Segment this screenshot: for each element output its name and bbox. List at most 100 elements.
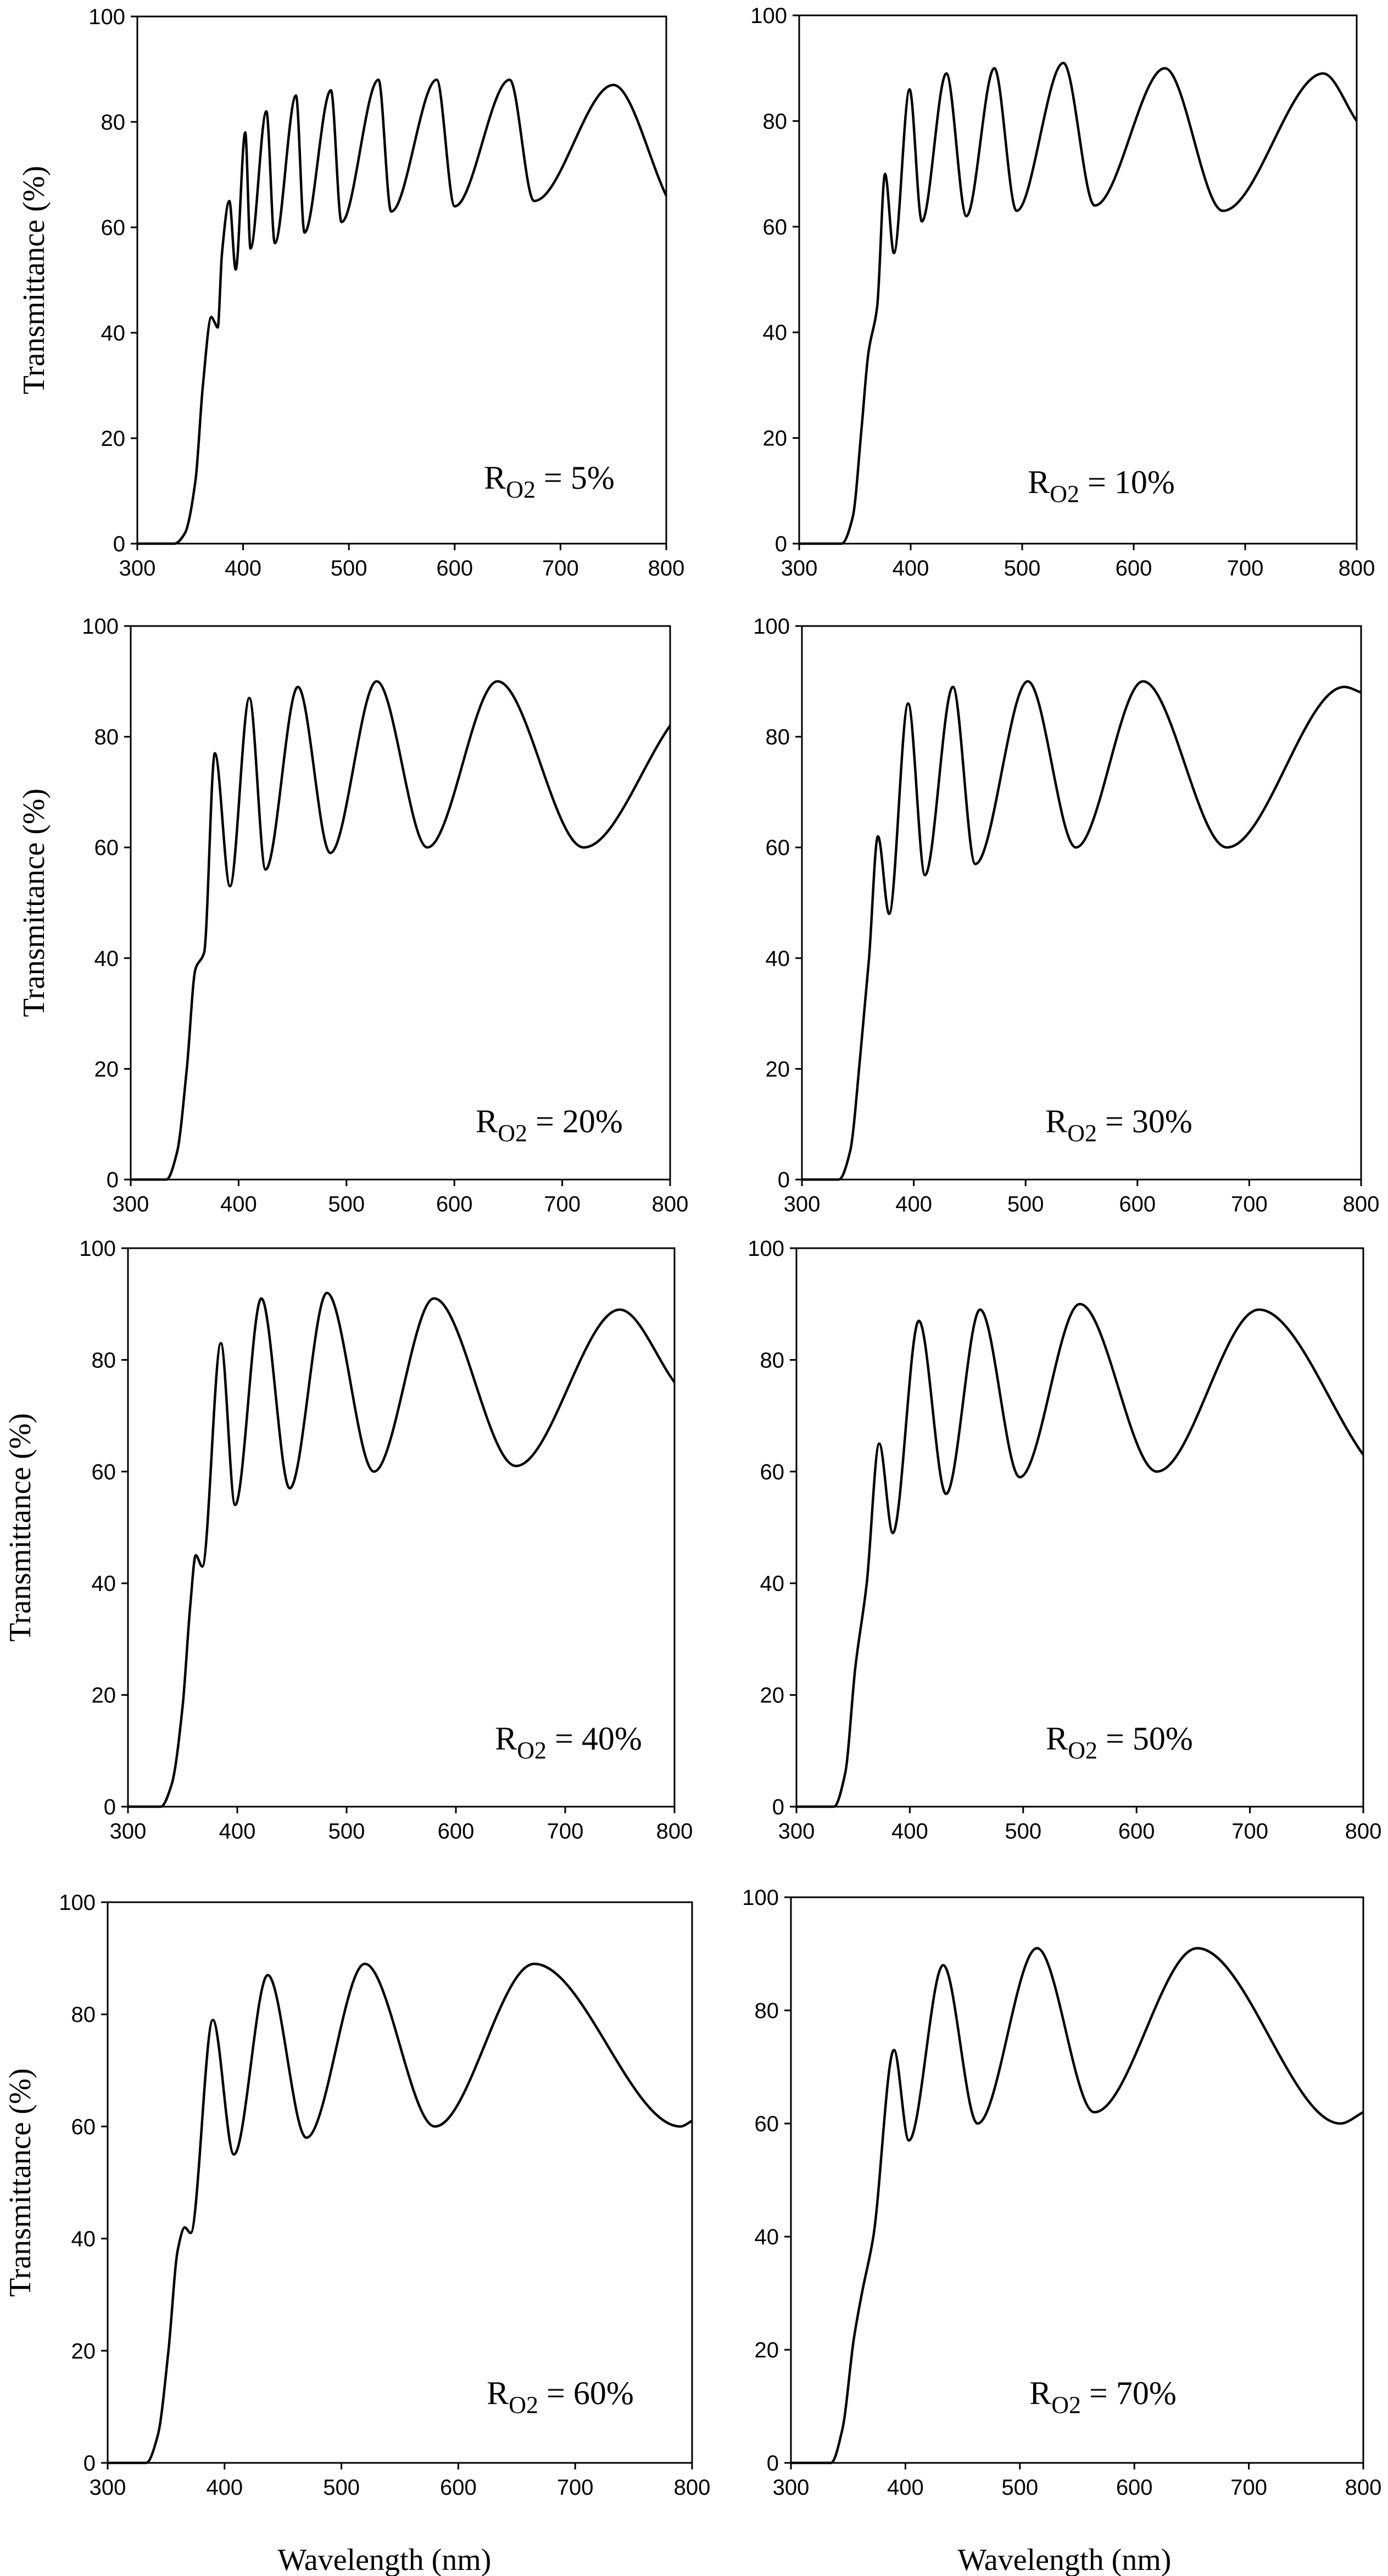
y-tick-label: 60 — [760, 1460, 785, 1484]
y-tick-label: 100 — [750, 4, 787, 28]
series-line — [802, 680, 1362, 1181]
annotation-label: RO2 = 50% — [1046, 1720, 1193, 1764]
x-tick-label: 500 — [328, 1819, 365, 1843]
y-tick-label: 80 — [766, 725, 790, 750]
series-line — [790, 1947, 1364, 2465]
x-tick-label: 400 — [893, 556, 929, 580]
y-axis-label: Transmittance (%) — [3, 1413, 37, 1641]
y-tick-label: 20 — [71, 2339, 96, 2363]
y-tick-label: 40 — [101, 321, 126, 345]
y-tick-label: 100 — [82, 614, 119, 639]
x-tick-label: 800 — [1345, 1819, 1382, 1843]
y-tick-label: 40 — [94, 947, 119, 971]
x-tick-label: 600 — [1116, 556, 1152, 580]
y-tick-label: 0 — [767, 2451, 779, 2476]
y-tick-label: 100 — [753, 614, 790, 639]
x-tick-label: 500 — [323, 2476, 360, 2500]
y-tick-label: 20 — [94, 1057, 119, 1081]
y-tick-label: 100 — [88, 5, 125, 29]
x-tick-label: 800 — [648, 556, 685, 580]
x-tick-label: 500 — [1007, 1192, 1044, 1216]
x-tick-label: 400 — [219, 1819, 256, 1843]
y-tick-label: 60 — [94, 836, 119, 860]
y-tick-label: 40 — [760, 1572, 785, 1596]
annotation-label: RO2 = 30% — [1045, 1103, 1192, 1147]
x-tick-label: 700 — [544, 1192, 581, 1216]
plot-frame — [127, 1247, 676, 1808]
plot-frame — [130, 625, 671, 1181]
y-tick-label: 0 — [83, 2451, 96, 2476]
y-tick-label: 60 — [101, 216, 126, 240]
y-axis-label: Transmittance (%) — [17, 789, 51, 1017]
plot-frame — [107, 1901, 693, 2464]
x-tick-label: 800 — [674, 2476, 711, 2500]
series-line — [137, 78, 668, 545]
y-tick-label: 80 — [92, 1348, 116, 1372]
x-tick-label: 300 — [778, 1819, 815, 1843]
y-tick-label: 0 — [113, 532, 125, 556]
y-tick-label: 20 — [92, 1684, 116, 1708]
y-tick-label: 0 — [107, 1168, 119, 1192]
y-axis-label: Transmittance (%) — [3, 2068, 37, 2296]
x-tick-label: 300 — [773, 2476, 810, 2500]
x-tick-label: 400 — [887, 2476, 924, 2500]
plot-frame — [801, 625, 1362, 1181]
x-tick-label: 700 — [1231, 1192, 1268, 1216]
series-line — [796, 1303, 1364, 1808]
y-axis-label: Transmittance (%) — [17, 166, 51, 394]
x-tick-label: 600 — [436, 1192, 473, 1216]
annotation-label: RO2 = 10% — [1028, 464, 1175, 507]
y-tick-label: 100 — [742, 1886, 779, 1910]
x-tick-label: 700 — [1231, 1819, 1268, 1843]
y-tick-label: 40 — [92, 1572, 116, 1596]
annotation-label: RO2 = 40% — [495, 1720, 642, 1764]
y-tick-label: 80 — [71, 2003, 96, 2027]
x-tick-label: 300 — [784, 1192, 821, 1216]
x-tick-label: 700 — [547, 1819, 584, 1843]
x-tick-label: 700 — [542, 556, 579, 580]
x-tick-label: 600 — [1119, 1192, 1156, 1216]
x-tick-label: 400 — [220, 1192, 257, 1216]
x-tick-label: 600 — [1118, 1819, 1155, 1843]
chart-panel-4: 300 400 500 600 700 800 0 20 40 60 80 100 RO2 = 30% — [753, 614, 1379, 1216]
x-axis-label-right: Wavelength (nm) — [958, 2543, 1172, 2576]
y-tick-label: 100 — [748, 1237, 784, 1261]
x-tick-label: 700 — [1227, 556, 1264, 580]
x-tick-label: 800 — [1345, 2476, 1382, 2500]
chart-panel-8: 300 400 500 600 700 800 0 20 40 60 80 100 RO2 = 70% — [742, 1886, 1381, 2500]
x-tick-label: 800 — [1339, 556, 1375, 580]
series-line — [799, 62, 1358, 545]
y-tick-label: 40 — [766, 947, 790, 971]
x-tick-label: 500 — [1005, 1819, 1041, 1843]
annotation-label: RO2 = 60% — [487, 2375, 634, 2418]
y-tick-label: 0 — [775, 532, 787, 556]
y-tick-label: 20 — [766, 1057, 790, 1081]
y-tick-label: 60 — [92, 1460, 116, 1484]
x-tick-label: 300 — [119, 556, 156, 580]
y-tick-label: 0 — [104, 1795, 116, 1819]
y-tick-label: 60 — [763, 215, 788, 239]
x-tick-label: 600 — [440, 2476, 477, 2500]
y-tick-label: 60 — [755, 2112, 779, 2136]
x-tick-label: 400 — [225, 556, 261, 580]
series-line — [127, 1292, 676, 1808]
x-tick-label: 500 — [331, 556, 367, 580]
annotation-label: RO2 = 70% — [1029, 2375, 1177, 2418]
x-tick-label: 700 — [557, 2476, 594, 2500]
x-tick-label: 800 — [1343, 1192, 1380, 1216]
annotation-label: RO2 = 5% — [484, 460, 615, 503]
x-tick-label: 300 — [110, 1819, 147, 1843]
x-tick-label: 500 — [328, 1192, 365, 1216]
y-tick-label: 0 — [772, 1795, 784, 1819]
x-tick-label: 600 — [1116, 2476, 1153, 2500]
plot-frame — [790, 1896, 1364, 2464]
x-tick-label: 300 — [781, 556, 818, 580]
x-tick-label: 500 — [1001, 2476, 1038, 2500]
y-tick-label: 0 — [778, 1168, 790, 1192]
chart-panel-2: 300 400 500 600 700 800 0 20 40 60 80 100 RO2 = 10% — [750, 4, 1375, 580]
y-tick-label: 40 — [763, 321, 788, 345]
plot-frame — [798, 14, 1358, 545]
x-tick-label: 400 — [206, 2476, 243, 2500]
y-tick-label: 20 — [760, 1684, 785, 1708]
x-tick-label: 800 — [656, 1819, 693, 1843]
